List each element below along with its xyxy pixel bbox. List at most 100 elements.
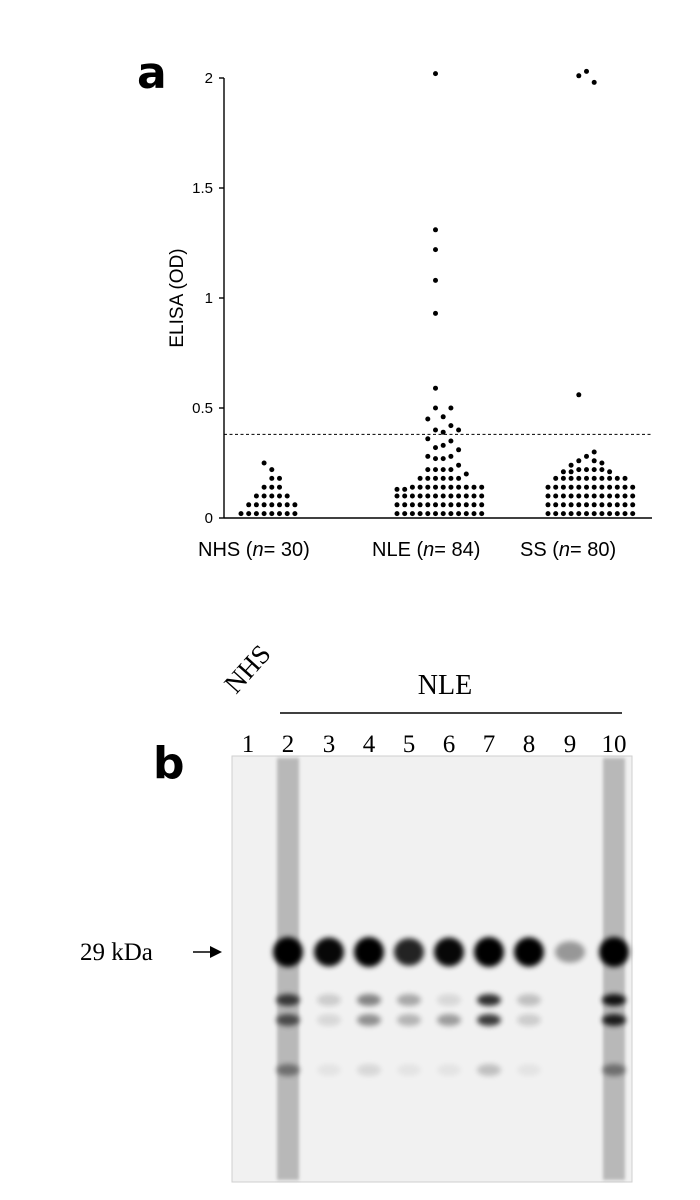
data-point-ss — [560, 484, 566, 490]
band-lower — [397, 994, 421, 1006]
data-point-nle — [463, 484, 469, 490]
data-point-nhs — [261, 493, 267, 499]
data-point-nhs — [277, 511, 282, 517]
data-point-ss — [607, 469, 613, 475]
data-point-nle — [409, 502, 415, 508]
band-lower — [276, 1014, 300, 1026]
data-point-ss — [584, 493, 589, 499]
band-lower — [276, 994, 300, 1006]
band-lower — [477, 994, 501, 1006]
lane-number-8: 8 — [523, 731, 536, 758]
data-point-nle — [402, 511, 408, 517]
data-point-ss — [576, 484, 582, 490]
data-point-ss — [622, 493, 628, 499]
data-point-nle — [479, 493, 485, 499]
lane-number-1: 1 — [242, 731, 255, 758]
data-point-nle — [456, 511, 462, 517]
band-29kda — [555, 941, 585, 963]
band-29kda — [434, 937, 464, 967]
data-point-ss — [614, 493, 620, 499]
band-lower — [477, 1014, 501, 1026]
data-point-nhs — [292, 511, 298, 517]
data-point-nle — [433, 427, 438, 433]
data-point-nle — [433, 405, 438, 411]
data-point-nhs — [261, 502, 267, 508]
data-point-ss — [560, 511, 566, 517]
data-point-nhs — [284, 511, 290, 517]
data-point-nle — [425, 453, 431, 459]
data-point-nle — [448, 423, 454, 429]
band-29kda — [514, 937, 544, 967]
data-point-nle — [409, 493, 415, 499]
data-point-nle — [440, 502, 446, 508]
data-point-nle — [440, 484, 446, 490]
panel-a-dot-plot: a 0 0.5 1 1.5 2 ELISA (OD) NHS (n= 30) NLE (… — [137, 48, 652, 561]
data-point-ss — [630, 493, 636, 499]
data-point-ss — [553, 493, 559, 499]
data-point-nhs — [261, 484, 267, 490]
band-lower — [517, 994, 541, 1006]
y-tick-label: 0 — [205, 510, 213, 527]
data-point-nle — [433, 310, 438, 316]
band-lower — [276, 1064, 300, 1076]
data-point-ss — [584, 68, 589, 74]
data-point-nhs — [277, 502, 282, 508]
data-point-ss — [568, 511, 574, 517]
data-point-ss — [584, 475, 589, 481]
data-point-ss — [560, 493, 566, 499]
data-point-nhs — [277, 475, 282, 481]
data-point-nle — [402, 493, 408, 499]
data-point-ss — [560, 475, 566, 481]
data-points — [238, 68, 636, 517]
data-point-nle — [394, 486, 400, 492]
data-point-ss — [607, 475, 613, 481]
data-point-nle — [440, 456, 446, 462]
data-point-nle — [425, 484, 431, 490]
lane-number-9: 9 — [564, 731, 577, 758]
data-point-nhs — [269, 484, 275, 490]
data-point-nle — [440, 442, 446, 448]
group-label-nhs: NHS (n= 30) — [198, 539, 310, 561]
data-point-nle — [433, 227, 438, 233]
data-point-nle — [448, 467, 454, 473]
data-point-nhs — [238, 511, 244, 517]
data-point-ss — [568, 469, 574, 475]
data-point-ss — [622, 511, 628, 517]
data-point-ss — [568, 462, 574, 468]
data-point-ss — [553, 484, 559, 490]
data-point-ss — [545, 511, 551, 517]
panel-b-letter: b — [153, 738, 185, 789]
data-point-ss — [560, 469, 566, 475]
band-lower — [602, 1064, 626, 1076]
data-point-ss — [599, 493, 605, 499]
data-point-ss — [591, 493, 597, 499]
data-point-nhs — [269, 493, 275, 499]
data-point-nle — [456, 427, 462, 433]
y-axis-title: ELISA (OD) — [167, 248, 188, 347]
data-point-ss — [584, 502, 589, 508]
data-point-nle — [448, 453, 454, 459]
band-29kda — [474, 937, 504, 967]
band-lower — [397, 1014, 421, 1026]
band-lower — [477, 1064, 501, 1076]
data-point-nle — [463, 511, 469, 517]
blot-lane-4 — [354, 937, 384, 1076]
data-point-nle — [394, 493, 400, 499]
data-point-ss — [630, 511, 636, 517]
marker-arrow-head — [210, 946, 222, 958]
data-point-nle — [440, 429, 446, 435]
data-point-ss — [599, 511, 605, 517]
data-point-nhs — [253, 493, 259, 499]
lane-smear — [603, 758, 625, 1180]
data-point-nle — [448, 405, 454, 411]
y-tick-label: 1 — [205, 290, 213, 307]
data-point-ss — [553, 511, 559, 517]
data-point-ss — [614, 475, 620, 481]
data-point-nle — [448, 511, 454, 517]
data-point-nhs — [246, 502, 252, 508]
data-point-nle — [417, 502, 423, 508]
data-point-ss — [584, 467, 589, 473]
group-label-nle: NLE (n= 84) — [372, 539, 480, 561]
data-point-nle — [433, 484, 438, 490]
